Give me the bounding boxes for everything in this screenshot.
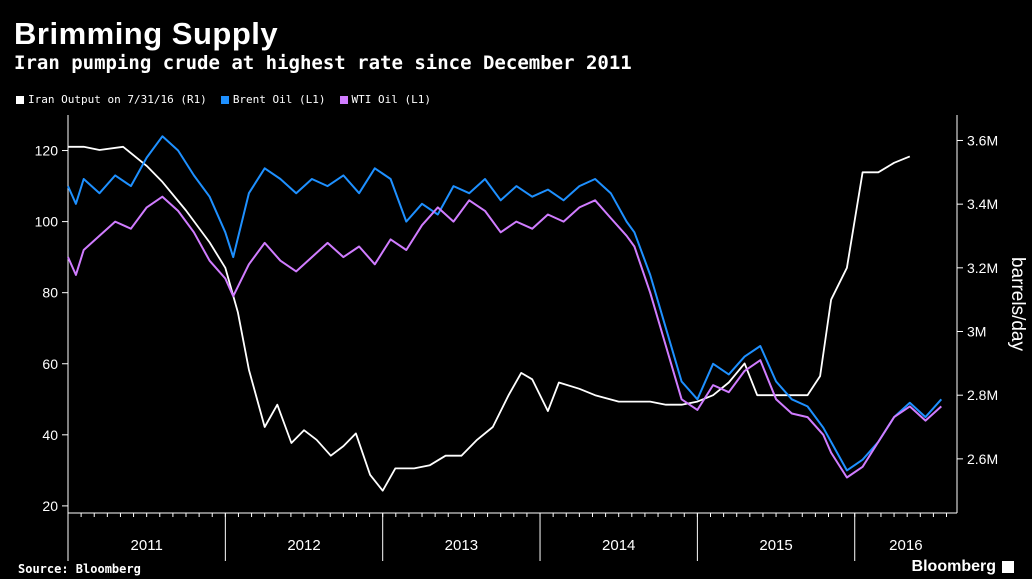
x-tick-label-2016: 2016 (889, 537, 922, 554)
x-tick-label-2015: 2015 (759, 537, 792, 554)
y-left-tick-label: 60 (42, 356, 58, 372)
y-left-tick-label: 80 (42, 285, 58, 301)
x-tick-label-2011: 2011 (131, 537, 163, 554)
legend: Iran Output on 7/31/16 (R1) Brent Oil (L… (16, 93, 431, 106)
legend-item-brent: Brent Oil (L1) (220, 93, 326, 106)
y-axis-right-label: barrels/day (1007, 257, 1028, 351)
y-right-tick-label: 3.4M (967, 196, 998, 212)
y-left-tick-label: 20 (42, 498, 58, 514)
legend-item-wti: WTI Oil (L1) (339, 93, 432, 106)
x-tick-label-2014: 2014 (602, 537, 635, 554)
y-left-tick-label: 40 (42, 427, 58, 443)
x-tick-label-2012: 2012 (287, 537, 320, 554)
source-note: Source: Bloomberg (18, 562, 141, 576)
chart-subtitle: Iran pumping crude at highest rate since… (14, 52, 632, 74)
series-line-wti-oil (67, 195, 942, 479)
bloomberg-logo-icon (1002, 561, 1014, 573)
chart-title: Brimming Supply (14, 16, 279, 51)
legend-label-wti: WTI Oil (L1) (351, 93, 432, 106)
series-line-brent-oil (67, 135, 943, 472)
y-right-tick-label: 3M (967, 324, 986, 340)
brand-text: Bloomberg (911, 558, 996, 575)
legend-label-iran: Iran Output on 7/31/16 (R1) (28, 93, 207, 106)
legend-swatch-wti (339, 95, 348, 104)
legend-swatch-iran (16, 95, 24, 104)
x-tick-label-2013: 2013 (445, 537, 478, 554)
legend-swatch-brent (220, 95, 229, 104)
brand-logo: Bloomberg (912, 558, 1014, 576)
series-line-iran-output (68, 145, 911, 492)
y-left-tick-label: 120 (35, 143, 59, 159)
y-left-tick-label: 100 (35, 214, 59, 230)
y-right-tick-label: 3.2M (967, 260, 998, 276)
legend-item-iran: Iran Output on 7/31/16 (R1) (16, 93, 207, 106)
y-right-tick-label: 3.6M (967, 132, 998, 148)
legend-label-brent: Brent Oil (L1) (232, 93, 326, 106)
y-right-tick-label: 2.6M (967, 451, 998, 467)
y-right-tick-label: 2.8M (967, 387, 998, 403)
